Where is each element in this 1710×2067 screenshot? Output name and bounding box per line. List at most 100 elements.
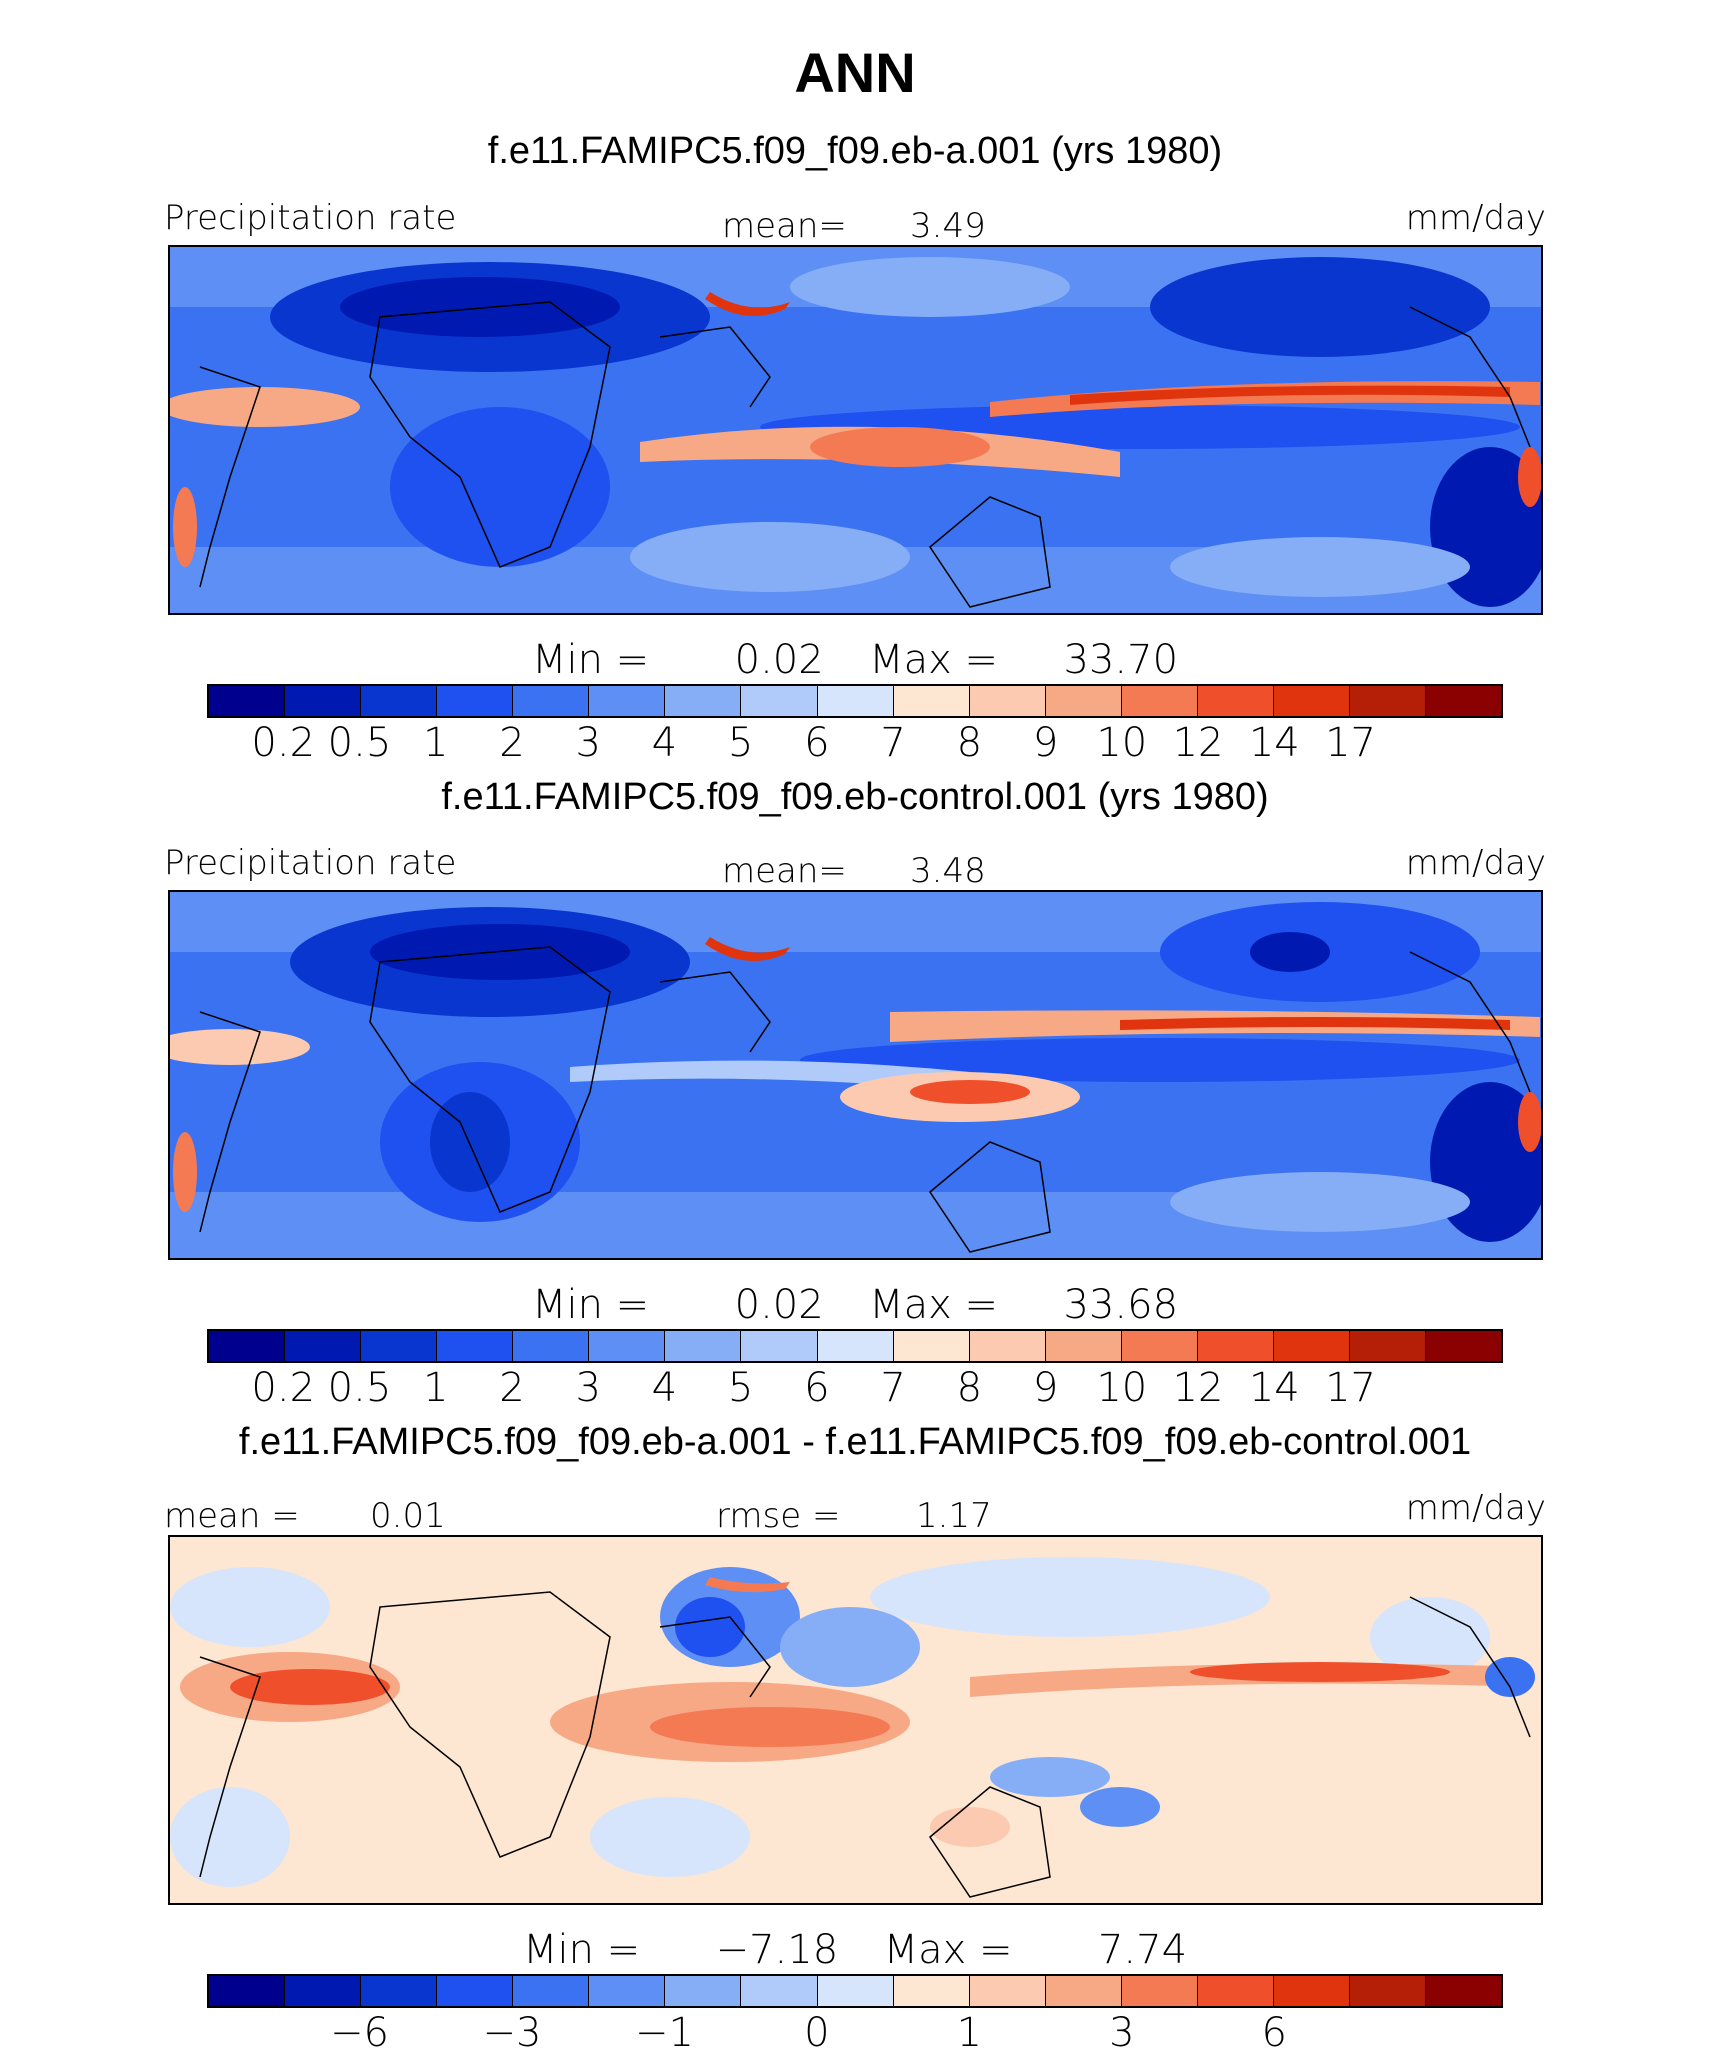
colorbar-cell	[1197, 1331, 1274, 1361]
panel1-minmax: Min = 0.02 Max = 33.70	[0, 637, 1710, 683]
colorbar-tick-label: 3	[575, 1365, 601, 1411]
panel2-colorbar	[207, 1329, 1503, 1363]
panel3-mean-value: 0.01	[370, 1496, 446, 1536]
colorbar-tick-label: −6	[329, 2010, 389, 2056]
panel1-coastlines	[199, 301, 1531, 608]
colorbar-tick-label: 9	[1032, 1365, 1059, 1411]
panel1-min-label: Min =	[531, 637, 650, 683]
colorbar-cell	[1045, 1976, 1122, 2006]
panel2-min-label: Min =	[531, 1282, 650, 1328]
colorbar-tick-label: 5	[727, 720, 754, 766]
colorbar-tick-label: −1	[634, 2010, 694, 2056]
colorbar-cell	[969, 1331, 1046, 1361]
colorbar-cell	[817, 1976, 894, 2006]
colorbar-cell	[1197, 686, 1274, 716]
colorbar-tick-label: 9	[1032, 720, 1059, 766]
panel2-mean-label: mean=	[722, 851, 847, 891]
panel1-case-title: f.e11.FAMIPC5.f09_f09.eb-a.001 (yrs 1980…	[487, 130, 1223, 172]
panel2-colorbar-ticks: 0.2 0.5 1 2 3 4 5 6 7 8 9 10 12 14 17	[0, 1365, 1710, 1415]
panel3-rmse-value: 1.17	[916, 1496, 992, 1536]
colorbar-tick-label: 6	[804, 1365, 830, 1411]
colorbar-cell	[1426, 1976, 1502, 2006]
colorbar-cell	[893, 1976, 970, 2006]
colorbar-tick-label: 10	[1096, 1365, 1148, 1411]
colorbar-cell	[969, 686, 1046, 716]
colorbar-tick-label: 0.2	[251, 720, 316, 766]
season-title: ANN	[794, 41, 916, 104]
colorbar-cell	[1273, 686, 1350, 716]
panel3-coastlines	[199, 1591, 1531, 1898]
panel1-units: mm/day	[1405, 198, 1546, 238]
colorbar-tick-label: 1	[956, 2010, 983, 2056]
colorbar-tick-label: 7	[880, 720, 906, 766]
colorbar-tick-label: 0	[804, 2010, 830, 2056]
colorbar-cell	[665, 1976, 742, 2006]
panel2-variable-label: Precipitation rate	[164, 843, 457, 883]
panel3-rmse-label: rmse =	[716, 1496, 841, 1536]
panel3-units: mm/day	[1405, 1488, 1546, 1528]
colorbar-cell	[1045, 686, 1122, 716]
colorbar-tick-label: 6	[1261, 2010, 1288, 2056]
colorbar-tick-label: 1	[422, 720, 449, 766]
colorbar-cell	[817, 686, 894, 716]
panel3-colorbar	[207, 1974, 1503, 2008]
colorbar-cell	[513, 1976, 590, 2006]
panel2-mean-value: 3.48	[910, 851, 986, 891]
colorbar-tick-label: 7	[880, 1365, 906, 1411]
colorbar-tick-label: 3	[1109, 2010, 1135, 2056]
panel1-variable-label: Precipitation rate	[164, 198, 457, 238]
colorbar-cell	[361, 1331, 438, 1361]
colorbar-cell	[361, 686, 438, 716]
colorbar-cell	[1273, 1331, 1350, 1361]
colorbar-cell	[969, 1976, 1046, 2006]
colorbar-cell	[741, 686, 818, 716]
colorbar-tick-label: 14	[1248, 720, 1300, 766]
panel1-min-value: 0.02	[734, 637, 824, 683]
colorbar-tick-label: 6	[804, 720, 830, 766]
colorbar-cell	[589, 686, 666, 716]
panel1-max-label: Max =	[869, 637, 999, 683]
colorbar-tick-label: 12	[1172, 720, 1224, 766]
colorbar-tick-label: 3	[575, 720, 601, 766]
colorbar-tick-label: 8	[956, 1365, 983, 1411]
colorbar-cell	[665, 686, 742, 716]
colorbar-cell	[589, 1976, 666, 2006]
colorbar-cell	[741, 1331, 818, 1361]
panel2-max-value: 33.68	[1063, 1282, 1179, 1328]
colorbar-cell	[285, 1331, 362, 1361]
colorbar-tick-label: 8	[956, 720, 983, 766]
colorbar-tick-label: 0.2	[251, 1365, 316, 1411]
colorbar-cell	[209, 686, 286, 716]
panel3-colorbar-ticks: −6 −3 −1 0 1 3 6	[0, 2010, 1710, 2060]
colorbar-tick-label: 2	[499, 1365, 525, 1411]
panel3-minmax: Min = −7.18 Max = 7.74	[0, 1927, 1710, 1973]
panel2-minmax: Min = 0.02 Max = 33.68	[0, 1282, 1710, 1328]
colorbar-cell	[1197, 1976, 1274, 2006]
colorbar-cell	[817, 1331, 894, 1361]
colorbar-tick-label: 14	[1248, 1365, 1300, 1411]
panel3-map	[168, 1535, 1543, 1905]
colorbar-cell	[1273, 1976, 1350, 2006]
colorbar-cell	[513, 1331, 590, 1361]
panel3-min-value: −7.18	[715, 1927, 839, 1973]
colorbar-cell	[1349, 686, 1426, 716]
colorbar-cell	[209, 1976, 286, 2006]
colorbar-tick-label: 0.5	[327, 720, 392, 766]
colorbar-cell	[1121, 1331, 1198, 1361]
panel2-units: mm/day	[1405, 843, 1546, 883]
colorbar-cell	[1045, 1331, 1122, 1361]
panel2-min-value: 0.02	[734, 1282, 824, 1328]
colorbar-tick-label: 10	[1096, 720, 1148, 766]
colorbar-tick-label: 1	[422, 1365, 449, 1411]
colorbar-cell	[513, 686, 590, 716]
colorbar-cell	[1349, 1976, 1426, 2006]
colorbar-cell	[1426, 1331, 1502, 1361]
colorbar-cell	[893, 686, 970, 716]
panel3-case-title: f.e11.FAMIPC5.f09_f09.eb-a.001 - f.e11.F…	[238, 1421, 1472, 1463]
panel1-colorbar	[207, 684, 1503, 718]
colorbar-cell	[437, 686, 514, 716]
colorbar-tick-label: 0.5	[327, 1365, 392, 1411]
colorbar-tick-label: −3	[482, 2010, 542, 2056]
colorbar-tick-label: 5	[727, 1365, 754, 1411]
colorbar-cell	[665, 1331, 742, 1361]
